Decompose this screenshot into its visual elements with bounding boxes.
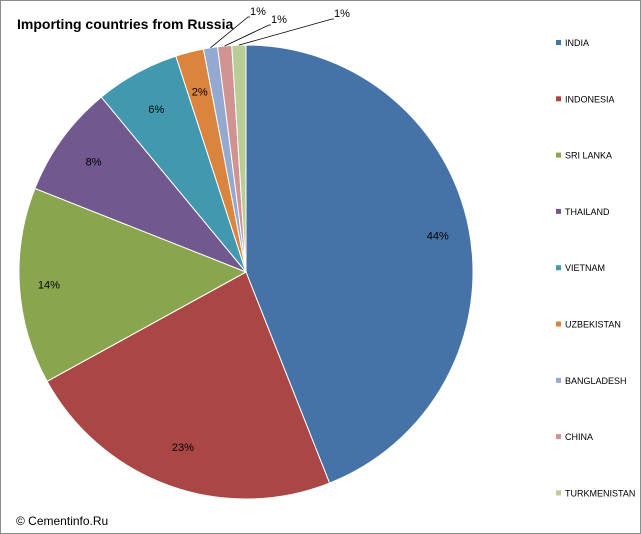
legend-swatch-india [556,40,561,45]
legend-label-uzbekistan: UZBEKISTAN [565,320,621,330]
legend-label-turkmenistan: TURKMENISTAN [565,488,635,498]
leader-line-china [224,24,271,47]
pie-slice-india [245,44,474,484]
slice-label-bangladesh: 1% [250,6,266,18]
legend-swatch-indonesia [556,96,561,102]
legend-label-thailand: THAILAND [565,207,610,217]
slice-label-thailand: 8% [86,156,102,168]
leader-lines [210,16,334,49]
legend-label-china: CHINA [565,432,593,442]
legend-swatch-thailand [556,208,561,214]
slice-label-uzbekistan: 2% [192,87,208,99]
slice-label-indonesia: 23% [172,442,194,454]
slice-label-vietnam: 6% [148,104,164,116]
legend-label-indonesia: INDONESIA [565,94,615,104]
slice-label-turkmenistan: 1% [334,8,350,20]
slice-label-china: 1% [271,14,287,26]
legend-swatch-turkmenistan [556,490,561,496]
legend-swatch-bangladesh [556,377,561,383]
legend-swatch-vietnam [556,265,561,271]
leader-line-turkmenistan [238,18,334,46]
legend-swatch-china [556,434,561,440]
legend-swatch-sri-lanka [556,152,561,158]
legend: INDIA INDONESIA SRI LANKA THAILAND VIETNAM UZ… [556,38,635,498]
pie-slices [18,44,474,500]
slice-label-sri-lanka: 14% [38,279,60,291]
legend-label-vietnam: VIETNAM [565,263,605,273]
pie-slice-sri-lanka [18,187,248,383]
percent-labels: 44% 23% 14% 8% 6% 2% 1% 1% 1% [38,6,449,454]
chart-title: Importing countries from Russia [17,16,233,32]
pie-slice-thailand [34,96,247,273]
slice-label-india: 44% [427,230,449,242]
leader-line-bangladesh [210,16,250,49]
legend-label-bangladesh: BANGLADESH [565,376,627,386]
legend-swatch-uzbekistan [556,321,561,327]
pie-slice-indonesia [46,271,331,500]
legend-label-india: INDIA [565,38,589,48]
copyright-text: © Cementinfo.Ru [16,514,108,528]
legend-label-sri-lanka: SRI LANKA [565,151,612,161]
